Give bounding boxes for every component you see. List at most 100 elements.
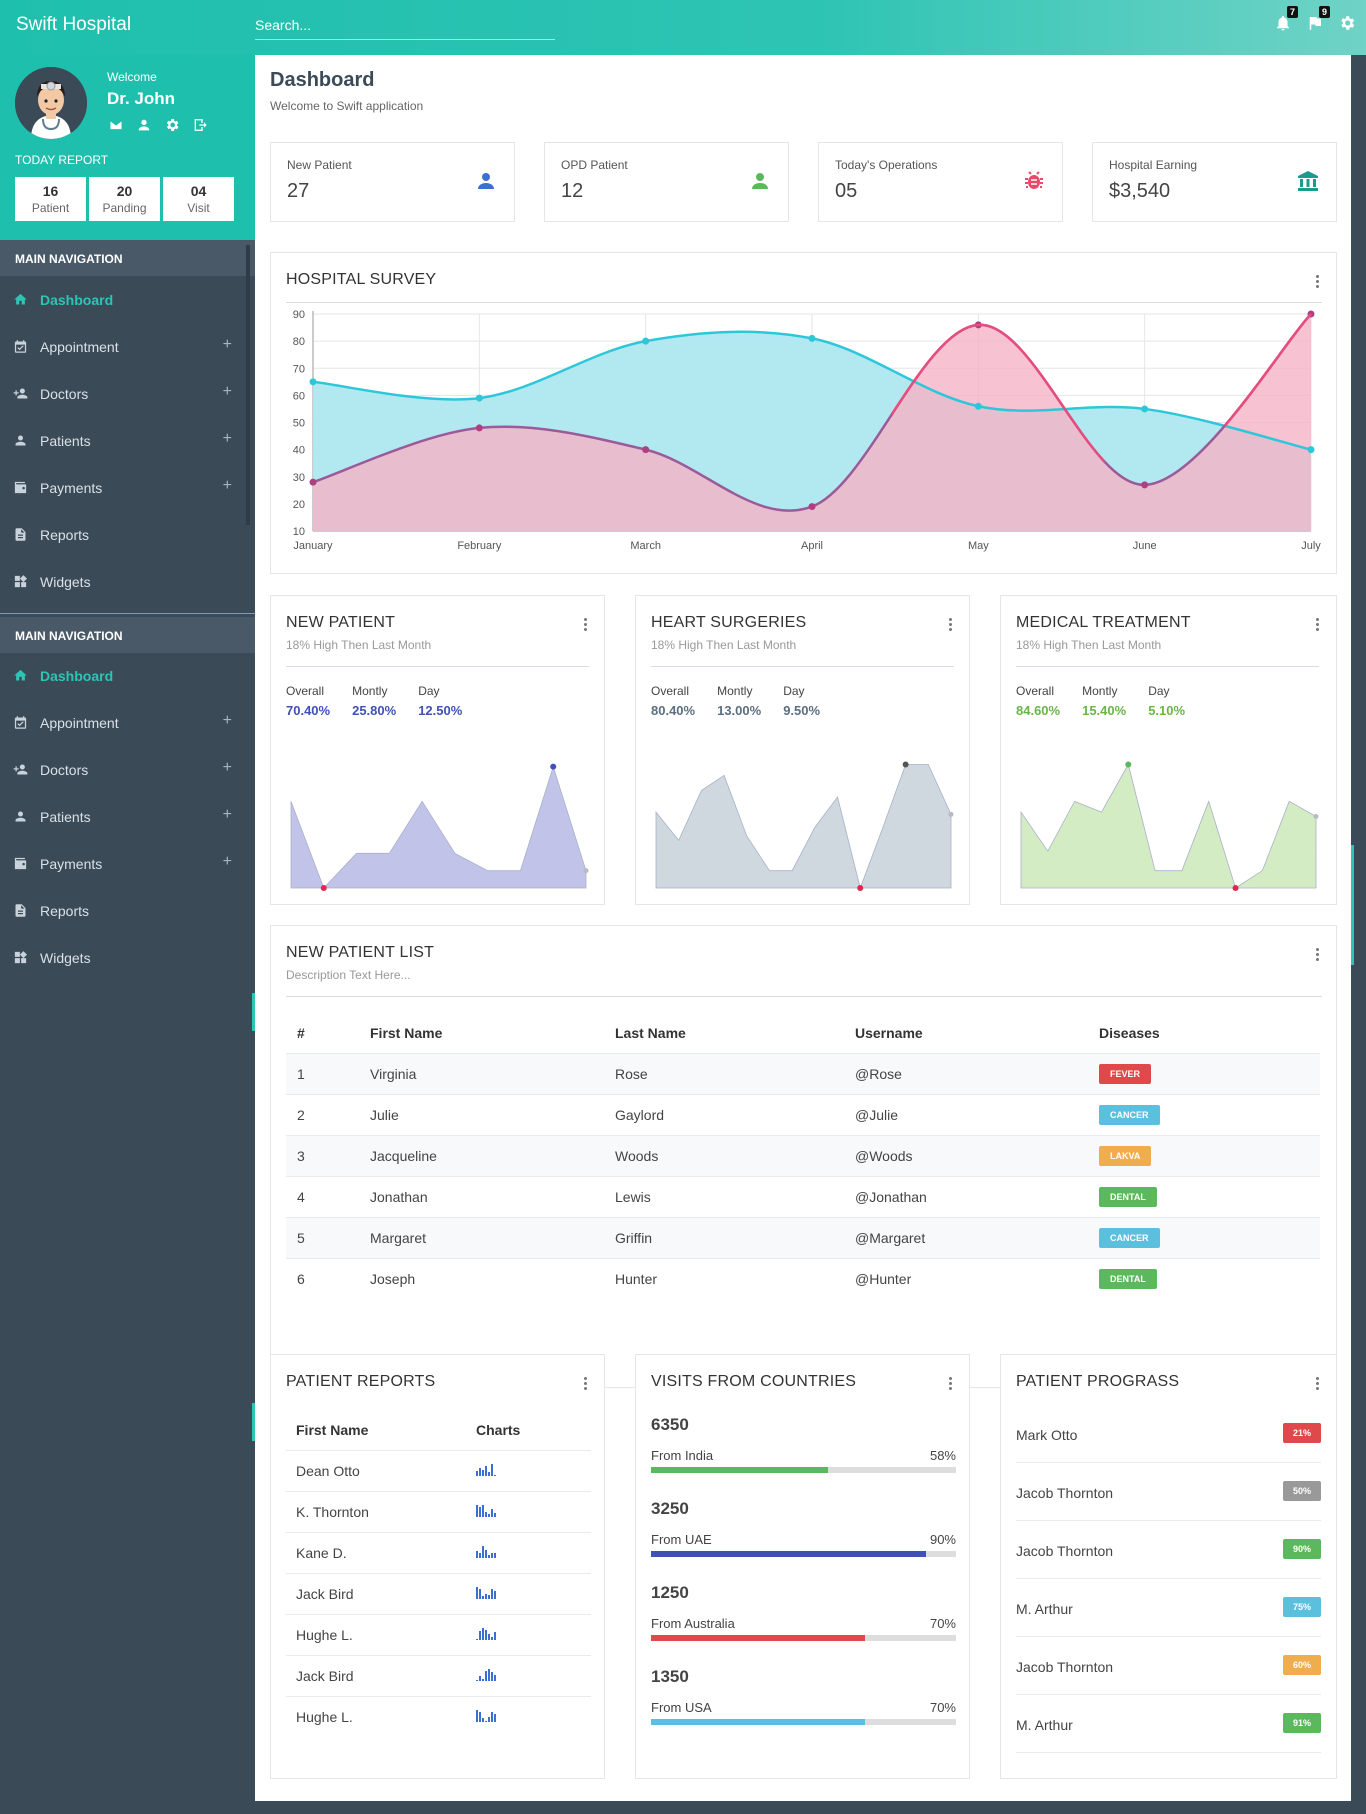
more-menu-icon[interactable] xyxy=(1316,948,1320,962)
progress-row[interactable]: Mark Otto 21% xyxy=(1016,1405,1321,1463)
table-row[interactable]: Hughe L. xyxy=(286,1613,591,1655)
table-row[interactable]: Dean Otto xyxy=(286,1449,591,1491)
data-point[interactable] xyxy=(808,503,816,511)
sidebar-item-doctors[interactable]: Doctors + xyxy=(0,370,250,417)
more-menu-icon[interactable] xyxy=(1316,1377,1320,1391)
sidebar-scrollbar[interactable] xyxy=(246,245,250,525)
avatar[interactable] xyxy=(15,67,87,139)
more-menu-icon[interactable] xyxy=(584,618,588,632)
data-point[interactable] xyxy=(1141,405,1149,413)
more-menu-icon[interactable] xyxy=(949,1377,953,1391)
data-point[interactable] xyxy=(309,378,317,386)
data-point[interactable] xyxy=(642,446,650,454)
table-row[interactable]: Jack Bird xyxy=(286,1654,591,1696)
user-icon[interactable] xyxy=(136,117,152,133)
data-point[interactable] xyxy=(309,478,317,486)
sidebar-item-appointment[interactable]: Appointment + xyxy=(0,323,250,370)
data-point[interactable] xyxy=(475,424,483,432)
sidebar-item-payments[interactable]: Payments + xyxy=(0,840,250,887)
max-marker[interactable] xyxy=(1125,761,1132,768)
column-header[interactable]: Last Name xyxy=(615,1024,686,1041)
kpi-new-patient[interactable]: New Patient 27 xyxy=(270,142,515,222)
expand-plus-icon[interactable]: + xyxy=(222,853,232,870)
mail-icon[interactable] xyxy=(108,117,124,133)
visit-count: 1350 xyxy=(651,1667,689,1686)
table-row[interactable]: Hughe L. xyxy=(286,1695,591,1737)
last-marker[interactable] xyxy=(583,868,589,874)
column-header[interactable]: Username xyxy=(855,1024,923,1041)
sidebar-item-reports[interactable]: Reports xyxy=(0,511,250,558)
sidebar-item-dashboard[interactable]: Dashboard xyxy=(0,276,250,323)
column-header[interactable]: # xyxy=(297,1024,305,1041)
sidebar-item-dashboard[interactable]: Dashboard xyxy=(0,652,250,699)
cell-user: @Rose xyxy=(844,1052,1088,1094)
table-row[interactable]: Kane D. xyxy=(286,1531,591,1573)
sidebar-item-payments[interactable]: Payments + xyxy=(0,464,250,511)
page-scrollbar[interactable] xyxy=(1351,845,1354,965)
spark-bar xyxy=(479,1712,481,1723)
expand-plus-icon[interactable]: + xyxy=(222,477,232,494)
data-point[interactable] xyxy=(1307,446,1315,454)
last-marker[interactable] xyxy=(948,811,954,817)
more-menu-icon[interactable] xyxy=(584,1377,588,1391)
sidebar-item-reports[interactable]: Reports xyxy=(0,887,250,934)
expand-plus-icon[interactable]: + xyxy=(222,759,232,776)
sidebar-item-patients[interactable]: Patients + xyxy=(0,793,250,840)
column-header[interactable]: Charts xyxy=(476,1421,521,1438)
search-input[interactable] xyxy=(255,10,555,40)
settings-button[interactable] xyxy=(1338,14,1356,32)
kpi-operations[interactable]: Today's Operations 05 xyxy=(818,142,1063,222)
column-header[interactable]: Diseases xyxy=(1099,1024,1160,1041)
more-menu-icon[interactable] xyxy=(1316,618,1320,632)
table-row[interactable]: 6 Joseph Hunter @Hunter DENTAL xyxy=(286,1257,1320,1299)
more-menu-icon[interactable] xyxy=(949,618,953,632)
column-header[interactable]: First Name xyxy=(370,1024,443,1041)
sidebar-item-patients[interactable]: Patients + xyxy=(0,417,250,464)
more-menu-icon[interactable] xyxy=(1316,275,1320,289)
expand-plus-icon[interactable]: + xyxy=(222,430,232,447)
expand-plus-icon[interactable]: + xyxy=(222,336,232,353)
progress-row[interactable]: Jacob Thornton 90% xyxy=(1016,1521,1321,1579)
progress-row[interactable]: Jacob Thornton 60% xyxy=(1016,1637,1321,1695)
max-marker[interactable] xyxy=(902,761,909,768)
divider xyxy=(651,666,954,667)
progress-row[interactable]: Jacob Thornton 50% xyxy=(1016,1463,1321,1521)
expand-plus-icon[interactable]: + xyxy=(222,383,232,400)
kpi-opd-patient[interactable]: OPD Patient 12 xyxy=(544,142,789,222)
home-icon xyxy=(14,669,27,681)
table-row[interactable]: 2 Julie Gaylord @Julie CANCER xyxy=(286,1093,1320,1135)
table-row[interactable]: 1 Virginia Rose @Rose FEVER xyxy=(286,1052,1320,1094)
flags-button[interactable]: 9 xyxy=(1306,6,1330,32)
table-row[interactable]: Jack Bird xyxy=(286,1572,591,1614)
data-point[interactable] xyxy=(475,394,483,402)
max-marker[interactable] xyxy=(550,763,557,770)
kpi-earning[interactable]: Hospital Earning $3,540 xyxy=(1092,142,1337,222)
sidebar-item-widgets[interactable]: Widgets xyxy=(0,934,250,981)
cell-n: 6 xyxy=(286,1257,359,1299)
sidebar-item-doctors[interactable]: Doctors + xyxy=(0,746,250,793)
logout-icon[interactable] xyxy=(192,117,208,133)
table-row[interactable]: 3 Jacqueline Woods @Woods LAKVA xyxy=(286,1134,1320,1176)
progress-row[interactable]: M. Arthur 91% xyxy=(1016,1695,1321,1753)
progress-row[interactable]: M. Arthur 75% xyxy=(1016,1579,1321,1637)
data-point[interactable] xyxy=(642,337,650,345)
sidebar-item-widgets[interactable]: Widgets xyxy=(0,558,250,605)
min-marker[interactable] xyxy=(857,885,864,891)
gear-icon[interactable] xyxy=(164,117,180,133)
data-point[interactable] xyxy=(1141,481,1149,489)
column-header[interactable]: First Name xyxy=(296,1421,369,1438)
notifications-bell[interactable]: 7 xyxy=(1274,6,1298,32)
last-marker[interactable] xyxy=(1313,814,1319,819)
expand-plus-icon[interactable]: + xyxy=(222,712,232,729)
expand-plus-icon[interactable]: + xyxy=(222,806,232,823)
disease-badge: FEVER xyxy=(1099,1063,1152,1084)
brand-title[interactable]: Swift Hospital xyxy=(16,14,132,35)
table-row[interactable]: 4 Jonathan Lewis @Jonathan DENTAL xyxy=(286,1175,1320,1217)
table-row[interactable]: K. Thornton xyxy=(286,1490,591,1532)
min-marker[interactable] xyxy=(1232,885,1239,891)
table-row[interactable]: 5 Margaret Griffin @Margaret CANCER xyxy=(286,1216,1320,1258)
data-point[interactable] xyxy=(808,334,816,342)
sidebar-item-appointment[interactable]: Appointment + xyxy=(0,699,250,746)
data-point[interactable] xyxy=(974,402,982,410)
min-marker[interactable] xyxy=(320,885,327,891)
